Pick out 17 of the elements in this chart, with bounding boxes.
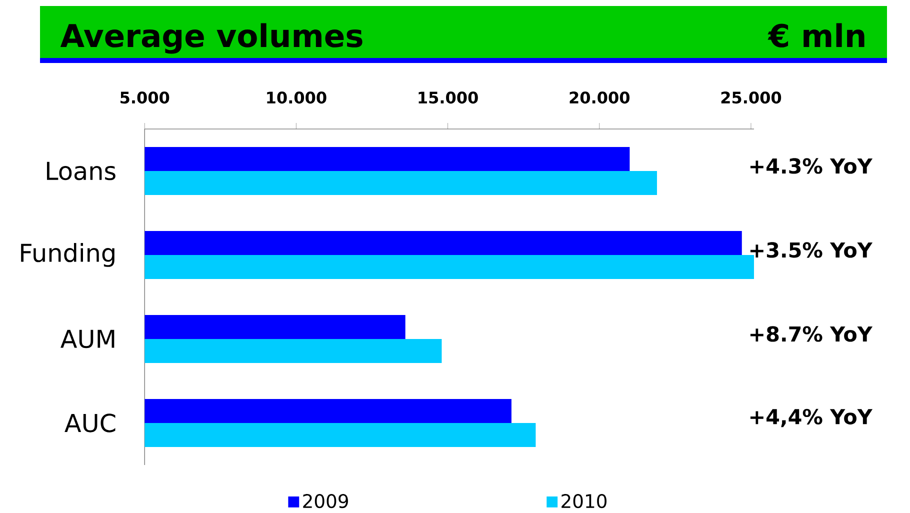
y-tick-label: AUC [64,414,116,432]
y-tick-label: AUM [60,330,114,348]
x-tick-label: 20.000 [570,92,630,104]
y-tick-label: Funding [21,243,114,267]
annotation: +8.7% YoY [750,326,873,342]
x-tick-label: 15.000 [418,92,478,104]
annotation: +4,4% YoY [750,408,873,428]
chart-subtitle: € mln [768,23,864,48]
chart-title: Average volumes [60,23,362,54]
legend-label: 2009 [303,494,348,508]
x-tick-label: 10.000 [267,92,326,104]
legend-label: 2010 [562,494,606,508]
x-tick-label: 25.000 [721,92,782,104]
annotation: +4.3% YoY [750,158,873,174]
y-tick-label: Loans [46,162,116,180]
x-tick-label: 5.000 [120,92,170,104]
annotation: +3.5% YoY [750,242,873,258]
